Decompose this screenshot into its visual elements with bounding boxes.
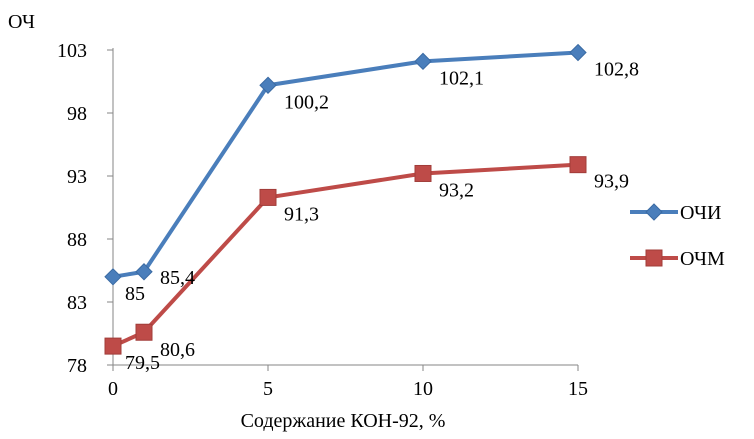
data-label: 102,8 [594, 59, 639, 81]
y-tick-label: 83 [67, 292, 87, 314]
y-tick-label: 78 [67, 355, 87, 377]
data-label: 85 [125, 283, 145, 305]
data-point-square [135, 323, 153, 341]
legend-label: ОЧМ [680, 248, 725, 270]
data-label: 91,3 [284, 203, 319, 225]
data-point-square [259, 188, 277, 206]
legend: ОЧИ ОЧМ [630, 202, 725, 270]
x-tick-label: 5 [263, 378, 273, 400]
axes: 78 83 88 93 98 103 0 5 10 15 [57, 40, 588, 400]
data-point-diamond [414, 52, 432, 71]
x-tick-label: 10 [413, 378, 433, 400]
data-point-diamond [104, 268, 122, 286]
data-label: 93,2 [439, 179, 474, 201]
legend-marker-diamond [645, 203, 663, 221]
legend-label: ОЧИ [680, 202, 721, 224]
data-label: 79,5 [125, 352, 160, 374]
data-point-diamond [569, 43, 587, 62]
series-layer [104, 43, 587, 355]
x-tick-label: 15 [568, 378, 588, 400]
legend-marker-square [645, 249, 663, 267]
y-axis-title: ОЧ [8, 11, 35, 33]
data-point-square [569, 156, 587, 174]
series-line-2 [112, 162, 579, 348]
data-label: 80,6 [160, 339, 195, 361]
x-axis-title: Содержание КОН-92, % [241, 410, 446, 432]
y-tick-label: 93 [67, 166, 87, 188]
series-line-1 [112, 50, 579, 279]
data-label: 100,2 [284, 91, 329, 113]
data-label: 93,9 [594, 171, 629, 193]
x-tick-label: 0 [108, 378, 118, 400]
data-point-diamond [259, 76, 277, 94]
y-tick-label: 98 [67, 103, 87, 125]
y-tick-label: 88 [67, 229, 87, 251]
data-label: 102,1 [439, 67, 484, 89]
data-labels: 85 85,4 100,2 102,1 102,8 79,580,6 91,3 93,2 93,… [125, 59, 639, 375]
y-tick-label: 103 [57, 40, 87, 62]
data-label: 85,4 [160, 267, 195, 289]
data-point-square [104, 337, 122, 355]
data-point-square [414, 164, 432, 182]
data-point-diamond [135, 263, 153, 281]
